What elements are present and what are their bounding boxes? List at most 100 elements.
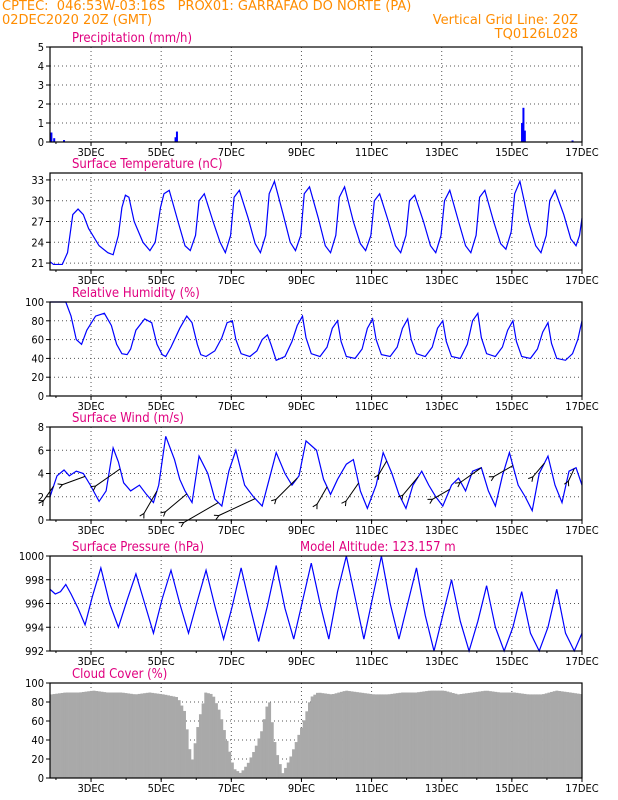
cloud-bar <box>576 693 580 778</box>
cloud-bar <box>379 694 383 778</box>
cloud-bar <box>318 692 322 778</box>
cloud-bar <box>52 694 56 778</box>
cloud-bar <box>395 693 399 778</box>
cloud-bar <box>323 693 327 778</box>
cloud-bar <box>281 773 285 778</box>
cloud-bar <box>342 691 346 778</box>
cloud-bar <box>260 731 264 778</box>
cloud-bar <box>334 693 338 778</box>
cloud-bar <box>206 693 210 778</box>
precip-bar <box>523 130 526 142</box>
cloud-bar <box>143 693 147 778</box>
y-tick-label: 0 <box>38 514 44 527</box>
cloud-bar <box>167 695 170 778</box>
cloud-bar <box>310 696 314 778</box>
cloud-bar <box>254 745 258 778</box>
cloud-bar <box>350 691 354 778</box>
cloud-bar <box>286 762 290 778</box>
cloud-bar <box>50 694 53 778</box>
x-tick-label: 11DEC <box>355 146 388 159</box>
x-tick-label: 15DEC <box>495 524 528 537</box>
y-tick-label: 80 <box>31 315 44 328</box>
cloud-bar <box>555 690 559 778</box>
panel-title: Precipitation (mm/h) <box>72 31 192 46</box>
cloud-bar <box>217 709 221 778</box>
series-line <box>49 555 583 654</box>
y-tick-label: 992 <box>25 645 44 658</box>
panel-title: Surface Pressure (hPa) <box>72 540 204 555</box>
cloud-bar <box>462 693 466 778</box>
cloud-bar <box>566 692 569 778</box>
precip-bar <box>50 132 53 142</box>
y-tick-label: 0 <box>38 772 44 785</box>
x-tick-label: 3DEC <box>77 524 104 537</box>
cloud-bar <box>526 694 530 778</box>
wind-arrow <box>345 482 360 502</box>
cloud-bar <box>435 690 439 778</box>
cloud-bar <box>347 691 351 778</box>
cloud-bar <box>491 691 495 778</box>
x-tick-label: 9DEC <box>288 524 315 537</box>
wind-arrow <box>143 490 158 514</box>
y-tick-label: 40 <box>31 352 44 365</box>
x-tick-label: 17DEC <box>565 524 598 537</box>
cloud-bar <box>528 694 532 778</box>
wind-arrow <box>378 460 388 476</box>
y-tick-label: 994 <box>25 621 44 634</box>
y-tick-label: 20 <box>31 753 44 766</box>
cloud-bar <box>241 770 245 778</box>
cloud-bar <box>366 693 370 778</box>
cloud-bar <box>382 694 386 778</box>
cloud-bar <box>369 693 373 778</box>
y-tick-label: 998 <box>25 574 44 587</box>
y-tick-label: 30 <box>31 195 44 208</box>
cloud-bar <box>430 690 434 778</box>
y-tick-label: 3 <box>38 79 44 92</box>
y-tick-label: 100 <box>25 677 44 690</box>
cloud-bar <box>244 766 248 778</box>
wind-arrow <box>532 462 545 478</box>
cloud-bar <box>161 694 165 778</box>
cloud-bar <box>308 702 311 778</box>
cloud-bar <box>422 691 426 778</box>
panel-4: 992 994 996 998 1000 3DEC 5DEC 7DEC 9DEC 11DEC 13D… <box>19 540 599 668</box>
cloud-bar <box>113 692 117 778</box>
cloud-bar <box>355 692 359 778</box>
y-tick-label: 6 <box>38 444 44 457</box>
cloud-bar <box>539 694 543 778</box>
cloud-bar <box>289 756 293 778</box>
y-tick-label: 1 <box>38 117 44 130</box>
y-tick-label: 2 <box>38 98 44 111</box>
wind-arrowhead <box>57 483 64 489</box>
cloud-bar <box>456 694 460 778</box>
x-tick-label: 15DEC <box>495 400 528 413</box>
cloud-bar <box>246 762 250 778</box>
cloud-bar <box>438 690 442 778</box>
panel-frame <box>49 46 583 143</box>
precip-bar <box>571 140 574 142</box>
wind-arrowhead <box>271 498 277 505</box>
wind-arrow <box>432 488 451 500</box>
cloud-bar <box>478 691 482 778</box>
x-tick-label: 5DEC <box>148 400 175 413</box>
y-tick-label: 996 <box>25 598 44 611</box>
cloud-bar <box>153 693 157 778</box>
cloud-bar <box>65 692 69 778</box>
chart-header: CPTEC: 046:53W-03:16S PROX01: GARRAFAO D… <box>0 0 618 46</box>
x-tick-label: 15DEC <box>495 782 528 795</box>
y-tick-label: 2 <box>38 491 44 504</box>
wind-arrow <box>402 476 419 496</box>
x-tick-label: 3DEC <box>77 655 104 668</box>
cloud-bar <box>499 692 503 778</box>
wind-arrow <box>62 475 86 486</box>
y-tick-label: 27 <box>31 216 44 229</box>
panel-annotation: Model Altitude: 123.157 m <box>300 540 456 555</box>
y-tick-label: 0 <box>38 390 44 403</box>
precip-bar <box>63 140 66 142</box>
cloud-bar <box>536 694 540 778</box>
cloud-bar <box>313 694 317 778</box>
cloud-bar <box>331 694 335 778</box>
cloud-bar <box>547 692 551 778</box>
y-tick-label: 24 <box>31 236 44 249</box>
